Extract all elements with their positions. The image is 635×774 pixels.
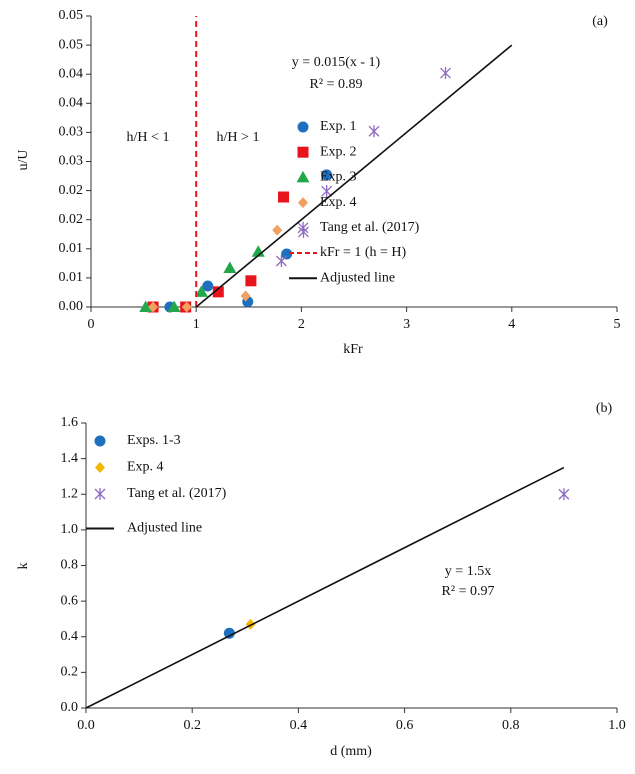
point [212,286,224,298]
x-tick-label: 1 [193,317,200,332]
legend-label: Adjusted line [127,521,202,536]
legend-label: Exp. 4 [320,195,357,210]
legend-marker [297,146,309,158]
x-tick-label: 0.4 [290,718,308,733]
point [558,488,570,501]
legend-label: kFr = 1 (h = H) [320,245,407,260]
annotation: h/H > 1 [217,130,260,145]
y-tick-label: 0.05 [59,8,84,23]
legend-label: Tang et al. (2017) [320,220,420,235]
point [245,275,257,287]
point [281,248,293,260]
point [223,261,237,274]
annotation: R² = 0.97 [442,584,495,599]
y-tick-label: 0.05 [59,37,84,52]
point [272,224,283,236]
x-tick-label: 3 [403,317,410,332]
y-tick-label: 0.0 [61,700,79,715]
point [368,125,380,138]
x-tick-label: 4 [508,317,515,332]
y-tick-label: 0.02 [59,183,84,198]
point [139,300,153,312]
legend-label: Adjusted line [320,270,395,285]
point [321,169,333,181]
panel-label: (b) [596,401,613,416]
x-tick-label: 5 [614,317,621,332]
annotation: R² = 0.89 [310,77,363,92]
x-tick-label: 0.0 [77,718,95,733]
x-tick-label: 0 [88,317,95,332]
y-tick-label: 0.04 [59,66,84,81]
point [321,185,333,198]
legend-label: Tang et al. (2017) [127,486,227,501]
panel-label: (a) [592,14,608,29]
y-tick-label: 0.00 [59,299,84,314]
y-tick-label: 0.2 [61,665,79,680]
point [275,255,287,268]
point [194,285,208,297]
series-line [195,44,513,308]
legend-marker [94,488,106,500]
point [148,301,159,313]
legend-marker [297,121,309,133]
point [167,300,181,312]
y-axis-title: k [16,563,31,570]
y-tick-label: 0.8 [61,558,79,573]
legend-label: Exps. 1-3 [127,433,181,448]
legend-marker [296,170,310,183]
point [202,280,214,292]
x-axis-title: kFr [343,342,363,357]
series-line [85,466,565,709]
x-tick-label: 0.8 [502,718,520,733]
point [440,67,451,80]
y-tick-label: 1.2 [61,486,79,501]
y-tick-label: 0.6 [61,593,79,608]
y-tick-label: 0.04 [59,96,84,111]
x-tick-label: 0.6 [396,718,414,733]
legend-label: Exp. 2 [320,144,357,159]
legend-label: Exp. 1 [320,119,357,134]
legend-marker [95,462,105,473]
y-axis-title: u/U [16,150,31,171]
y-tick-label: 0.01 [59,270,84,285]
legend-marker [94,435,106,447]
x-tick-label: 0.2 [183,718,201,733]
y-tick-label: 0.03 [59,125,84,140]
x-axis-title: d (mm) [330,744,372,759]
y-tick-label: 0.4 [61,629,79,644]
y-tick-label: 0.01 [59,241,84,256]
x-tick-label: 1.0 [608,718,626,733]
annotation: y = 1.5x [445,564,491,579]
annotation: h/H < 1 [127,130,170,145]
y-tick-label: 1.4 [61,451,79,466]
point [181,301,192,313]
y-tick-label: 0.03 [59,154,84,169]
legend-label: Exp. 4 [127,460,164,475]
point [240,290,251,302]
legend-label: Exp. 3 [320,170,357,185]
y-tick-label: 1.6 [61,415,79,430]
legend-marker [297,221,309,234]
y-tick-label: 0.02 [59,212,84,227]
point [223,627,235,639]
y-tick-label: 1.0 [61,522,79,537]
annotation: y = 0.015(x - 1) [292,55,381,70]
point [278,191,290,203]
x-tick-label: 2 [298,317,305,332]
legend-marker [298,197,308,209]
